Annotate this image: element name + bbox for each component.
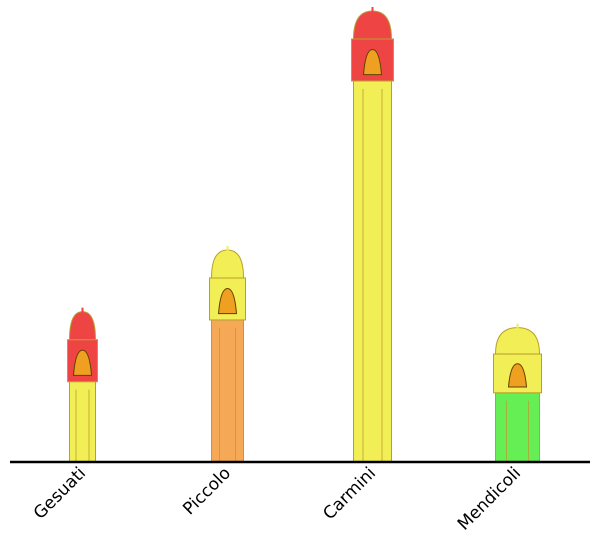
bell — [362, 48, 383, 76]
bell — [217, 287, 238, 315]
x-tick-label: Gesuati — [30, 463, 90, 523]
tower-shaft — [211, 319, 244, 463]
bell — [72, 349, 93, 376]
x-tick-label: Piccolo — [179, 463, 235, 519]
tower-shaft — [353, 80, 392, 463]
tower — [351, 6, 394, 463]
x-tick-label: Carmini — [319, 463, 380, 524]
cupola — [352, 10, 393, 40]
tower — [209, 245, 246, 463]
x-tick-label: Mendicoli — [454, 463, 525, 534]
cupola — [68, 311, 97, 341]
tower — [493, 323, 542, 463]
tower — [67, 307, 98, 463]
cupola — [494, 327, 541, 355]
tower-shaft — [495, 392, 540, 463]
tower-shaft — [69, 381, 96, 463]
bell — [507, 363, 528, 388]
cupola — [210, 249, 245, 279]
